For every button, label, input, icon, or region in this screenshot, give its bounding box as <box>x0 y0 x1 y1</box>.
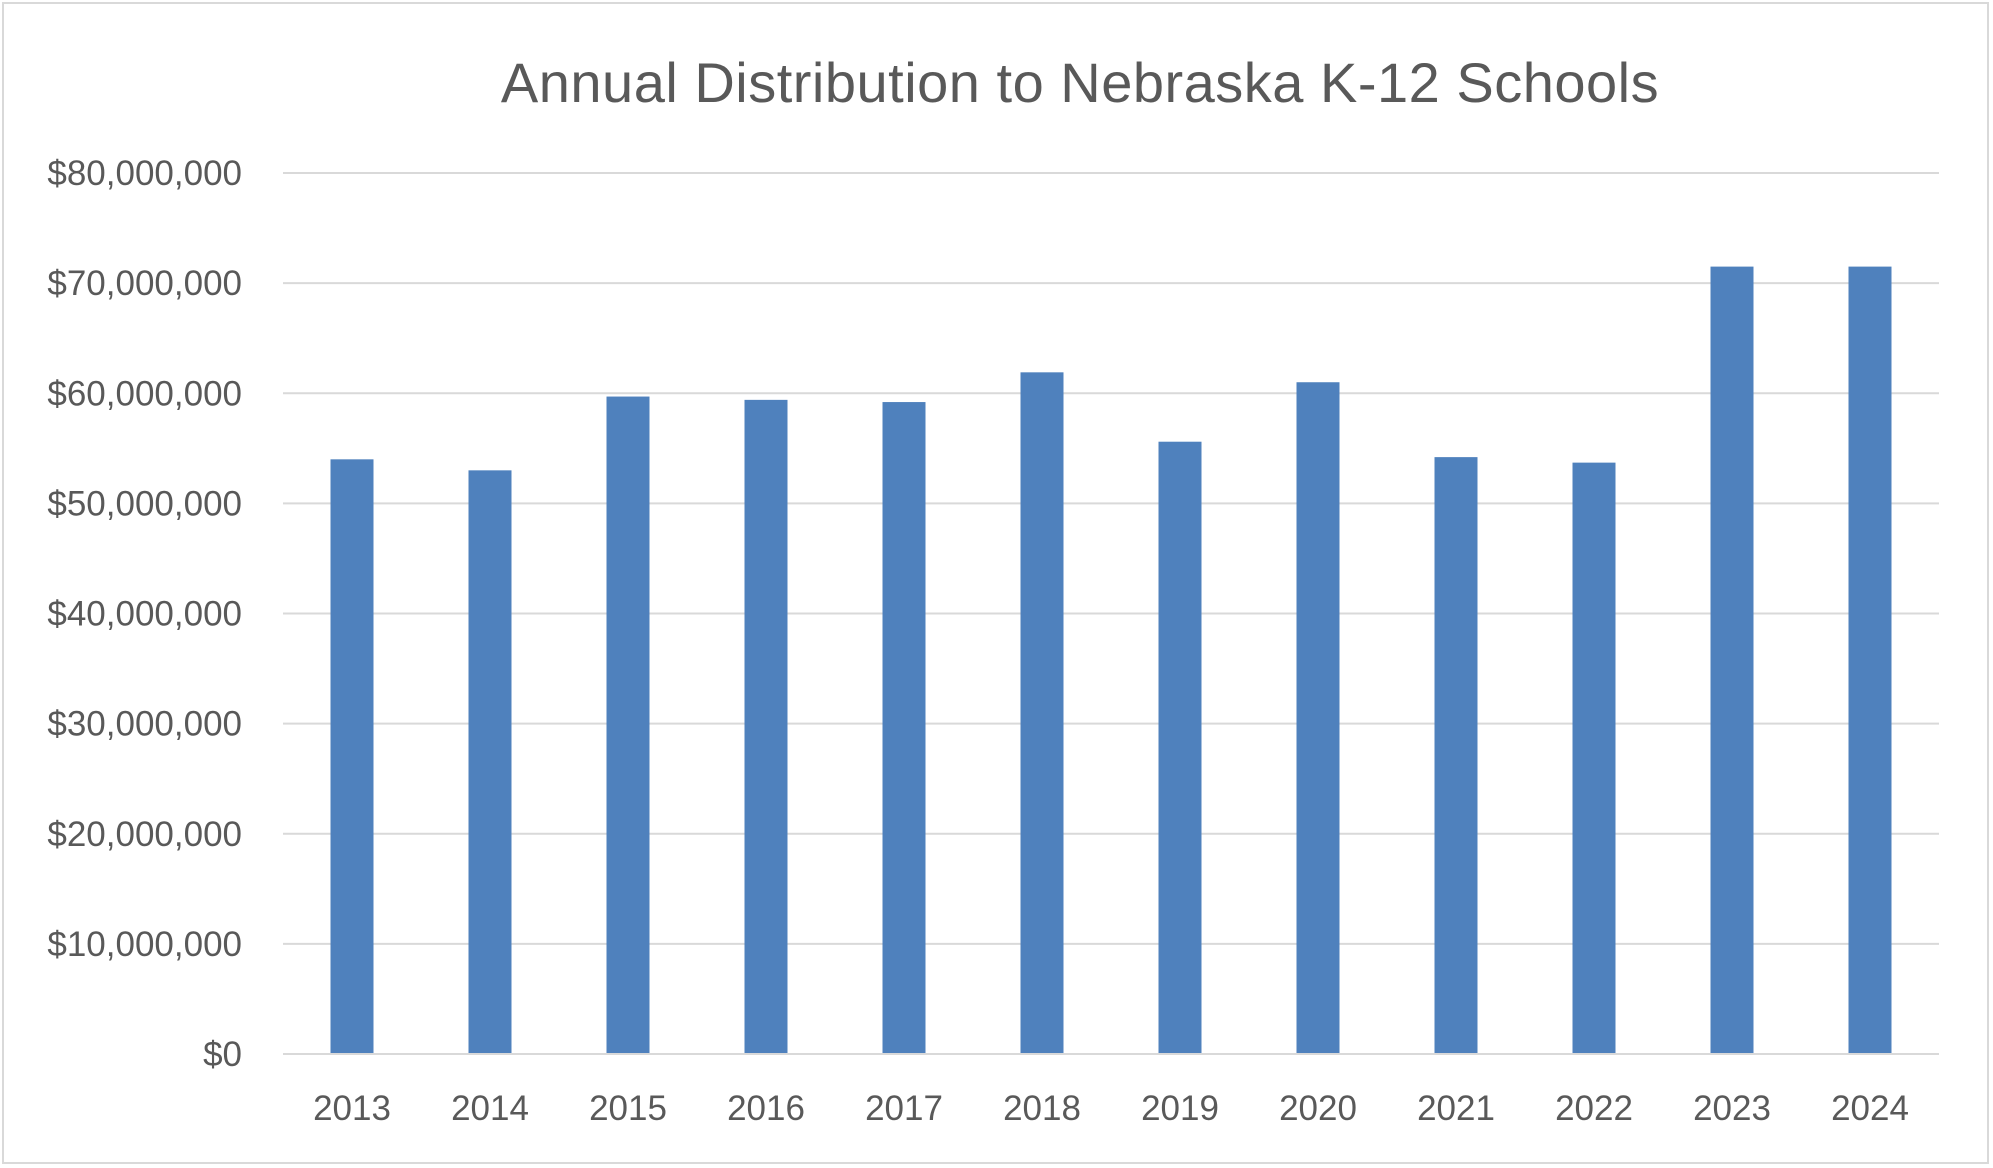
x-tick-label: 2024 <box>1831 1089 1909 1128</box>
x-tick-label: 2014 <box>451 1089 529 1128</box>
x-tick-label: 2013 <box>313 1089 391 1128</box>
x-tick-label: 2020 <box>1279 1089 1357 1128</box>
bar-2015 <box>606 396 650 1055</box>
bar-2014 <box>468 470 512 1054</box>
y-tick-label: $10,000,000 <box>47 925 242 964</box>
bar-2021 <box>1434 457 1478 1054</box>
bar-2017 <box>882 402 926 1054</box>
y-axis-tick-labels: $0 $10,000,000 $20,000,000 $30,000,000 $40,0… <box>47 154 242 1074</box>
bar-2023 <box>1710 266 1754 1054</box>
y-tick-label: $60,000,000 <box>47 374 242 413</box>
y-tick-label: $70,000,000 <box>47 264 242 303</box>
y-tick-label: $40,000,000 <box>47 595 242 634</box>
bar-2022 <box>1572 462 1616 1054</box>
x-tick-label: 2016 <box>727 1089 805 1128</box>
y-tick-label: $20,000,000 <box>47 815 242 854</box>
y-tick-label: $0 <box>203 1035 242 1074</box>
gridlines <box>283 172 1939 1055</box>
bar-2019 <box>1158 441 1202 1055</box>
x-tick-label: 2017 <box>865 1089 943 1128</box>
x-tick-label: 2018 <box>1003 1089 1081 1128</box>
y-tick-label: $80,000,000 <box>47 154 242 193</box>
chart-title: Annual Distribution to Nebraska K-12 Sch… <box>500 51 1660 114</box>
x-tick-label: 2021 <box>1417 1089 1495 1128</box>
bar-2024 <box>1848 266 1892 1054</box>
bar-2016 <box>744 399 788 1054</box>
x-tick-label: 2015 <box>589 1089 667 1128</box>
y-tick-label: $30,000,000 <box>47 705 242 744</box>
bar-2018 <box>1020 372 1064 1054</box>
bars <box>283 266 1939 1055</box>
y-tick-label: $50,000,000 <box>47 484 242 523</box>
x-tick-label: 2022 <box>1555 1089 1633 1128</box>
x-axis-tick-labels: 2013 2014 2015 2016 2017 2018 2019 2020 2021 2022… <box>313 1089 1909 1128</box>
x-tick-label: 2023 <box>1693 1089 1771 1128</box>
bar-2020 <box>1296 382 1340 1054</box>
bar-2013 <box>330 459 374 1054</box>
x-tick-label: 2019 <box>1141 1089 1219 1128</box>
